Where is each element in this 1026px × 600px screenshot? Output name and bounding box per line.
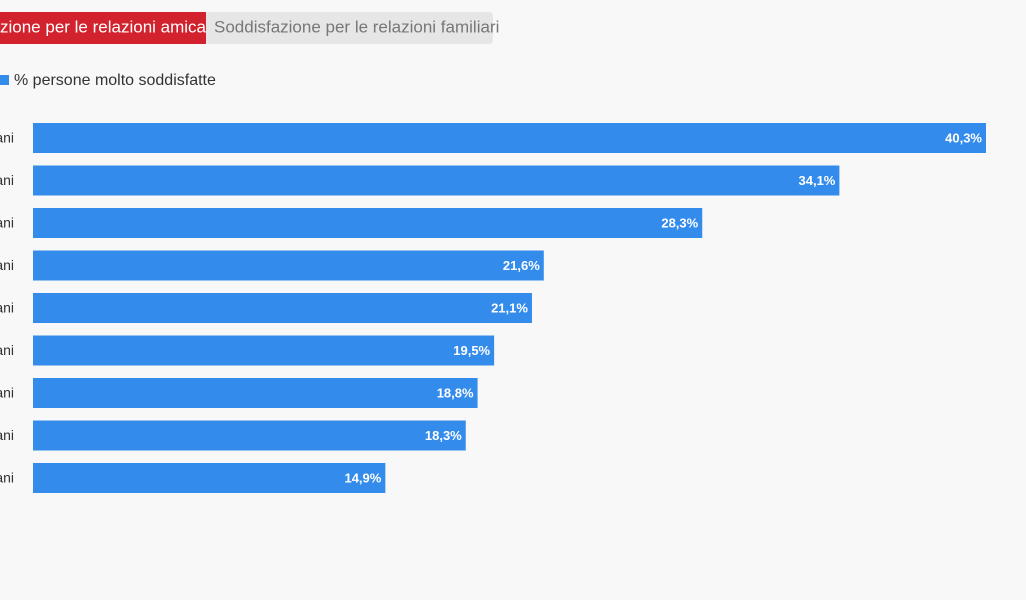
value-label: 21,6% [503,258,540,273]
value-label: 28,3% [661,215,698,230]
bar [33,335,495,366]
bar [33,420,466,451]
active-tab[interactable] [0,12,206,44]
legend-swatch [0,75,9,85]
bar [33,250,544,281]
bar [33,165,840,196]
value-label: 18,8% [437,385,474,400]
category-label: ani [0,385,14,401]
bar [33,463,386,493]
inactive-tab[interactable] [206,12,493,44]
category-label: ani [0,342,14,358]
tab-label[interactable]: Soddisfazione per le relazioni familiari [214,17,499,36]
category-label: ani [0,130,14,146]
category-label: ani [0,427,14,443]
category-label: ani [0,215,14,231]
value-label: 18,3% [425,428,462,443]
category-label: ani [0,172,14,188]
legend-label: % persone molto soddisfatte [14,72,216,89]
bar [33,208,703,238]
category-label: ani [0,300,14,316]
bar [33,293,532,323]
value-label: 34,1% [799,173,836,188]
value-label: 21,1% [491,300,528,315]
category-label: ani [0,470,14,486]
bar [33,123,986,153]
value-label: 40,3% [945,130,982,145]
category-label: ani [0,257,14,273]
value-label: 14,9% [344,470,381,485]
value-label: 19,5% [453,343,490,358]
tab-label[interactable]: zione per le relazioni amicali [0,17,214,36]
bar [33,378,478,408]
